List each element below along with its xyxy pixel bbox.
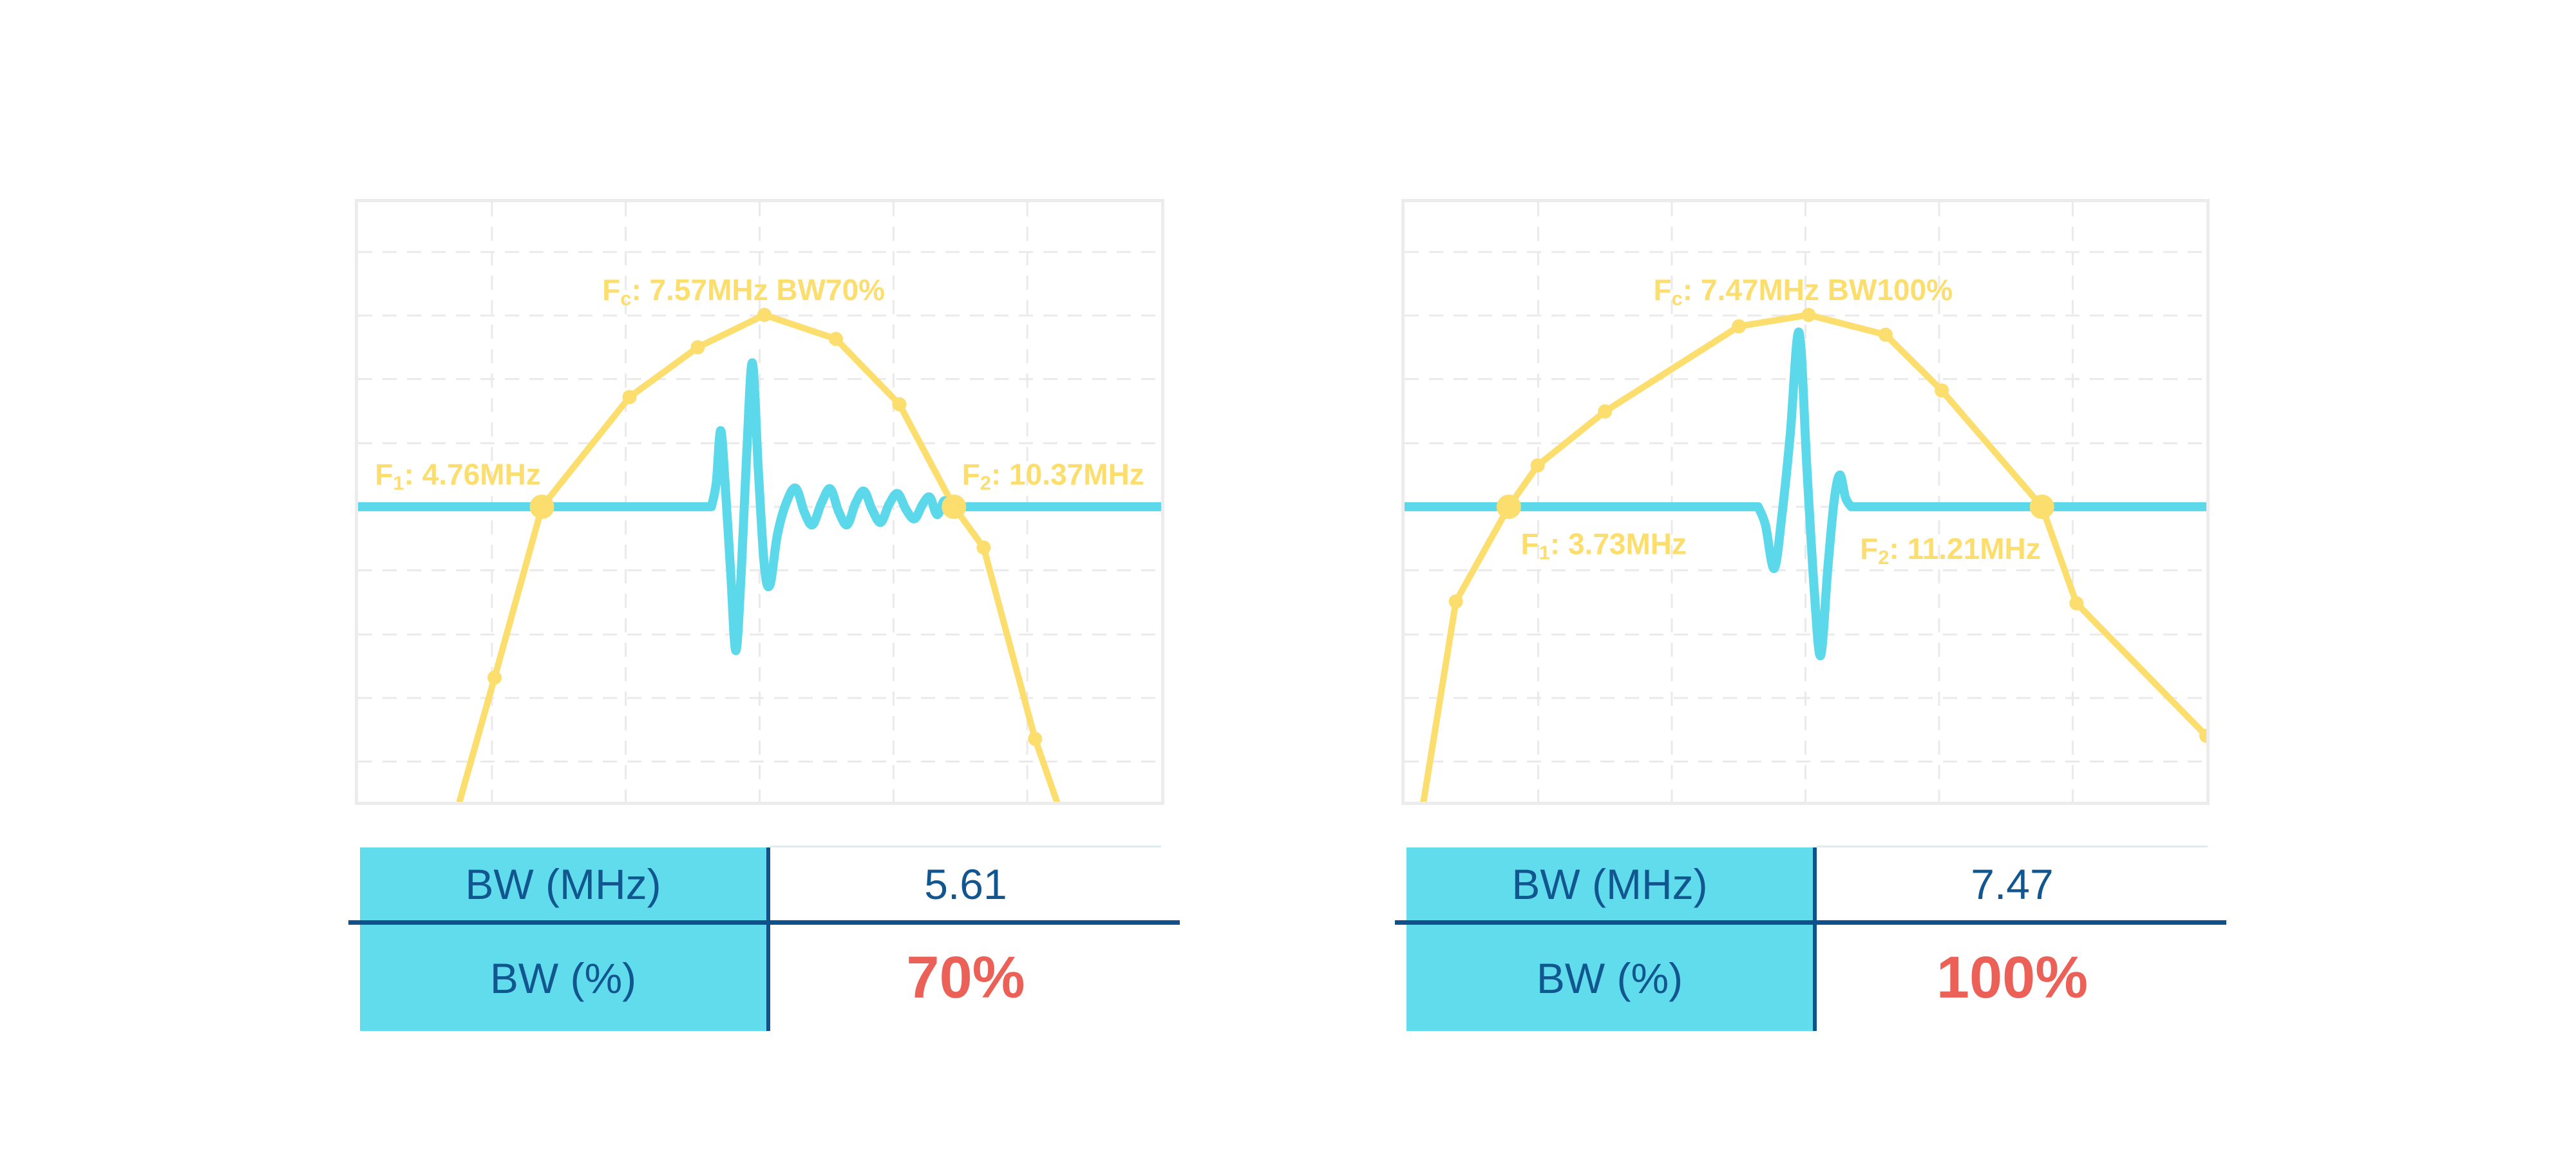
spectrum-point-marker: [1732, 319, 1747, 334]
bw70-table-label-background: [360, 847, 766, 1031]
bw100-table-row-divider: [1395, 920, 2226, 925]
frequency-annotation: Fc: 7.47MHz BW100%: [1654, 273, 1953, 310]
spectrum-point-marker: [2069, 596, 2084, 610]
pulse-echo-waveform: [358, 358, 1161, 656]
spectrum-point-marker: [892, 397, 907, 411]
spectrum-point-marker: [1028, 732, 1043, 746]
bandwidth-crossing-marker: [942, 494, 967, 519]
spectrum-point-marker: [1935, 383, 1949, 398]
bandwidth-crossing-marker: [1496, 494, 1521, 519]
bw100-table-value-bw-pct: 100%: [1936, 945, 2088, 1010]
bw100-table-label-bw-mhz: BW (MHz): [1511, 860, 1708, 908]
bw70-table-column-divider: [766, 847, 770, 1031]
frequency-annotation: Fc: 7.57MHz BW70%: [602, 273, 885, 310]
spectrum-point-marker: [828, 332, 843, 346]
bw70-table-label-bw-mhz: BW (MHz): [465, 860, 661, 908]
spectrum-point-marker: [1530, 458, 1545, 473]
spectrum-point-marker: [1448, 594, 1463, 609]
bw100-table-value-bw-mhz: 7.47: [1971, 860, 2054, 908]
frequency-annotation: F2: 11.21MHz: [1860, 532, 2041, 569]
pulse-echo-waveform: [1405, 327, 2206, 660]
frequency-annotation: F2: 10.37MHz: [962, 458, 1144, 495]
spectrum-point-marker: [1598, 404, 1613, 419]
bw100-table-label-background: [1406, 847, 1813, 1031]
bw70-table-value-bw-mhz: 5.61: [924, 860, 1007, 908]
spectrum-point-marker: [1801, 308, 1816, 323]
spectrum-line: [456, 312, 1061, 802]
bandwidth-crossing-marker: [2029, 494, 2054, 519]
bw70-table-top-border: [770, 846, 1161, 847]
spectrum-point-marker: [1879, 327, 1893, 342]
bw100-table-label-bw-pct: BW (%): [1536, 954, 1683, 1002]
spectrum-point-marker: [622, 390, 637, 404]
bw70-chart: Fc: 7.57MHz BW70% F1: 4.76MHz F2: 10.37MHz: [358, 202, 1161, 802]
bw70-table-value-bw-pct: 70%: [906, 945, 1025, 1010]
bw70-table-row-divider: [348, 920, 1180, 925]
spectrum-point-marker: [2199, 728, 2206, 743]
spectrum-point-marker: [757, 308, 772, 323]
bw70-chart-panel: Fc: 7.57MHz BW70% F1: 4.76MHz F2: 10.37MHz: [355, 199, 1164, 805]
spectrum-point-marker: [690, 340, 705, 355]
spectrum-line: [1420, 312, 2206, 802]
frequency-annotation: F1: 4.76MHz: [375, 458, 541, 495]
bw100-chart-panel: Fc: 7.47MHz BW100% F1: 3.73MHz F2: 11.21MH…: [1401, 199, 2210, 805]
bw100-chart: Fc: 7.47MHz BW100% F1: 3.73MHz F2: 11.21MH…: [1405, 202, 2206, 802]
spectrum-point-marker: [487, 670, 502, 685]
frequency-annotation: F1: 3.73MHz: [1521, 527, 1687, 564]
bw70-table-label-bw-pct: BW (%): [489, 954, 637, 1002]
spectrum-point-marker: [976, 540, 991, 555]
bandwidth-crossing-marker: [529, 494, 554, 519]
bw100-table-column-divider: [1813, 847, 1817, 1031]
bw100-table-top-border: [1817, 846, 2208, 847]
